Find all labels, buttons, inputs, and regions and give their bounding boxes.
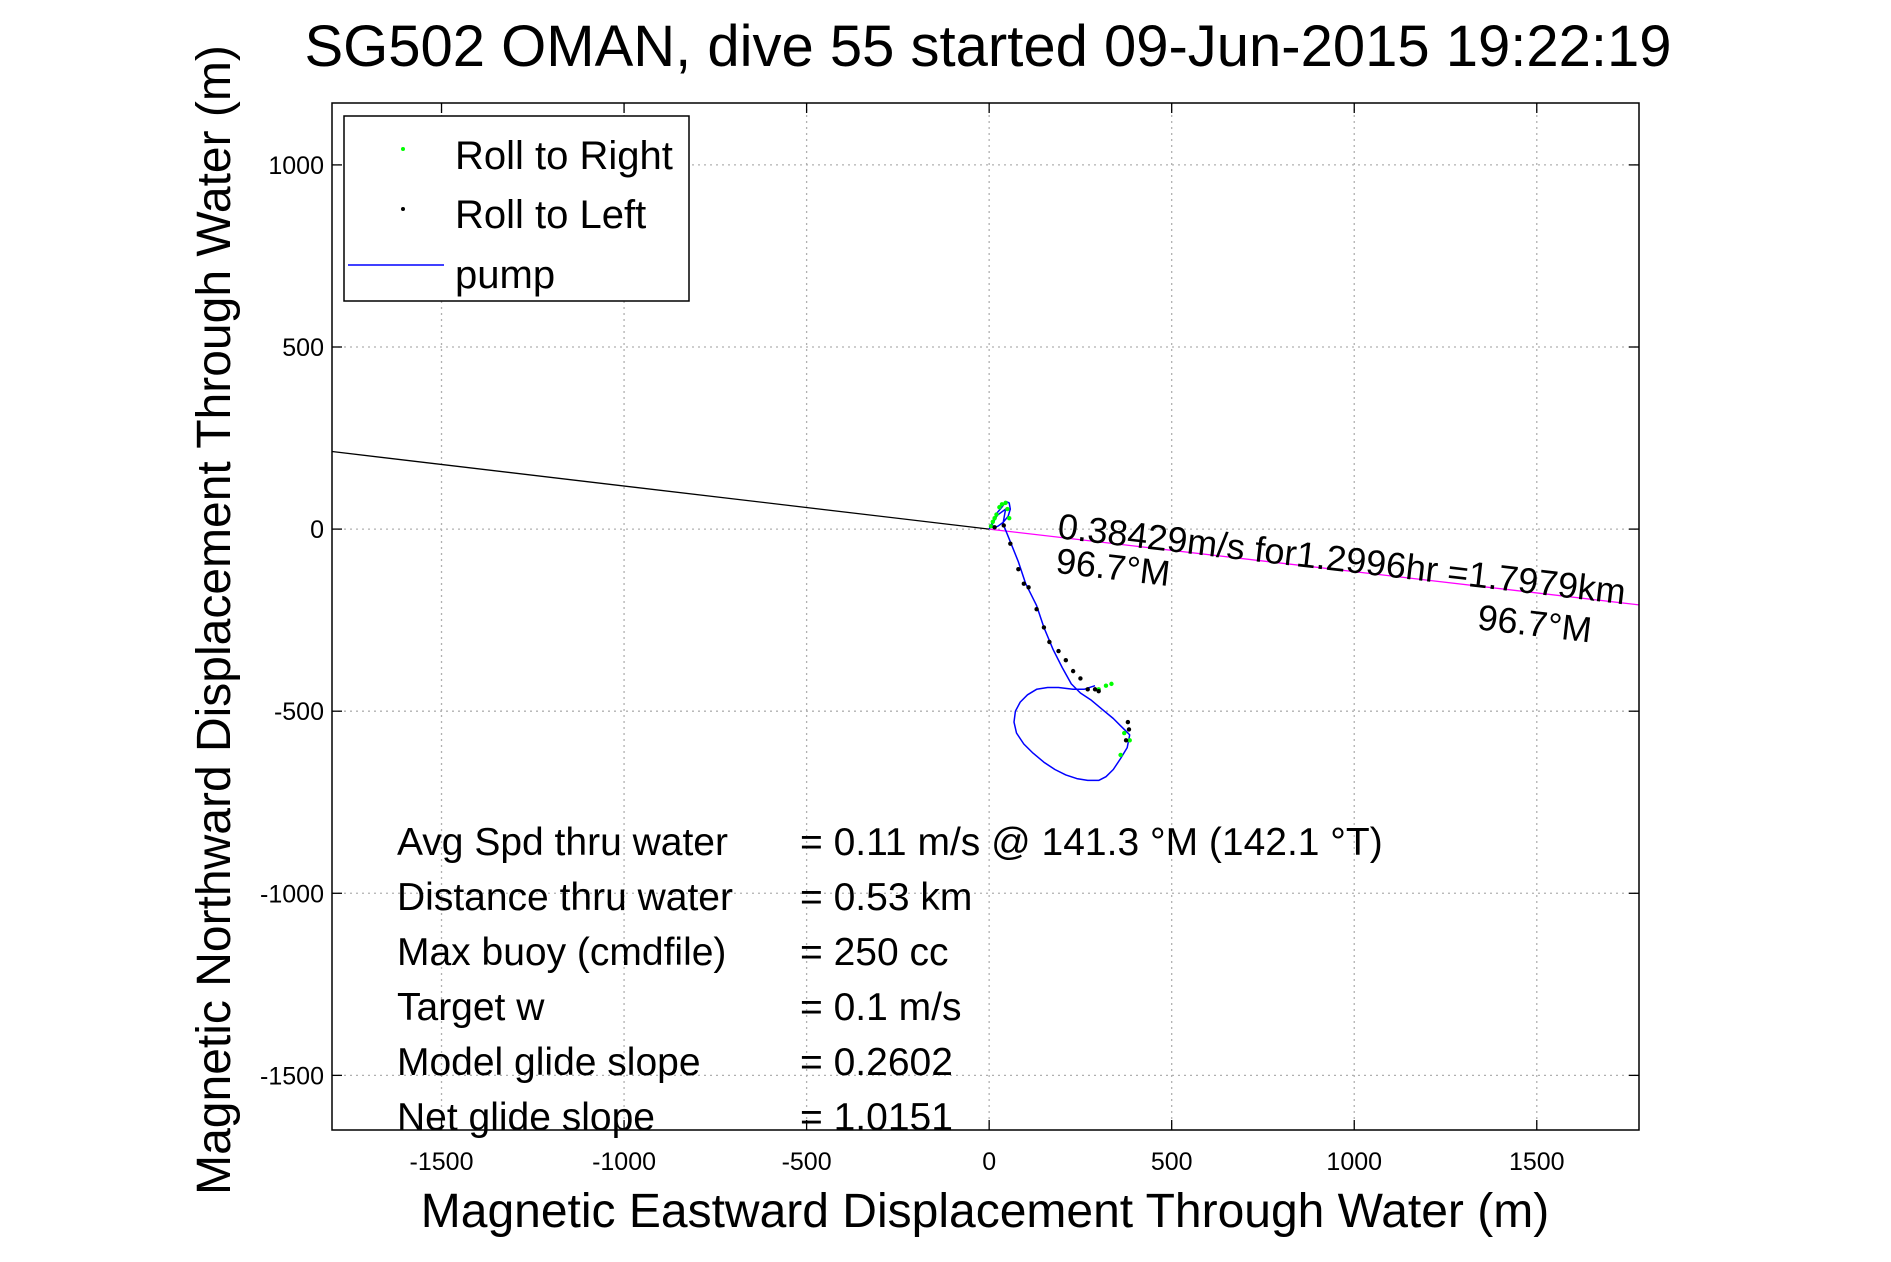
stat-label-target-w: Target w bbox=[397, 986, 545, 1029]
legend: Roll to Right Roll to Left pump bbox=[343, 115, 690, 302]
x-tick-label: -1500 bbox=[410, 1148, 474, 1176]
roll-left-point bbox=[1021, 581, 1027, 586]
roll-right-point bbox=[992, 515, 997, 521]
roll-right-point bbox=[1103, 683, 1109, 688]
roll-right-point bbox=[997, 505, 1002, 510]
y-tick-label: 500 bbox=[282, 334, 324, 362]
roll-left-point bbox=[1092, 687, 1098, 692]
roll-left-point bbox=[1008, 541, 1013, 546]
roll-left-point bbox=[1125, 719, 1131, 725]
roll-left-point bbox=[1063, 658, 1069, 663]
stat-value-target-w: = 0.1 m/s bbox=[800, 986, 961, 1029]
roll-left-point bbox=[1126, 727, 1132, 732]
roll-left-point bbox=[1123, 738, 1129, 743]
roll-right-point bbox=[1003, 500, 1008, 506]
roll-right-point bbox=[1005, 506, 1010, 512]
legend-swatch-roll-right bbox=[401, 147, 405, 151]
axis-ticks: -1500 -1000 -500 0 500 1000 1500 -1500 -1000 -500… bbox=[260, 103, 1639, 1176]
roll-right-point bbox=[990, 519, 996, 525]
stat-value-net-glide: = 1.0151 bbox=[800, 1096, 953, 1139]
stat-value-model-glide: = 0.2602 bbox=[800, 1041, 953, 1084]
roll-left-point bbox=[1070, 668, 1076, 674]
roll-right-point bbox=[1118, 752, 1123, 758]
roll-right-point bbox=[1127, 738, 1132, 743]
stat-value-distance: = 0.53 km bbox=[800, 876, 972, 919]
x-tick-label: -1000 bbox=[592, 1148, 656, 1176]
stat-label-model-glide: Model glide slope bbox=[397, 1041, 701, 1084]
y-axis-label: Magnetic Northward Displacement Through … bbox=[188, 45, 241, 1195]
roll-right-point bbox=[988, 523, 994, 529]
stat-value-max-buoy: = 250 cc bbox=[800, 931, 949, 974]
roll-right-point bbox=[1109, 681, 1114, 687]
y-tick-label: -500 bbox=[274, 698, 324, 726]
series-line-pump bbox=[988, 501, 1131, 782]
roll-left-point bbox=[1041, 625, 1047, 630]
x-axis-label: Magnetic Eastward Displacement Through W… bbox=[421, 1185, 1549, 1238]
y-tick-label: -1000 bbox=[260, 880, 324, 908]
x-tick-label: 1500 bbox=[1509, 1148, 1565, 1176]
plot-marks bbox=[332, 450, 1639, 782]
plot-frame bbox=[331, 102, 1640, 1131]
y-tick-label: 1000 bbox=[268, 152, 324, 180]
chart-title: SG502 OMAN, dive 55 started 09-Jun-2015 … bbox=[304, 14, 1671, 79]
roll-right-point bbox=[1122, 730, 1127, 736]
stat-label-max-buoy: Max buoy (cmdfile) bbox=[397, 931, 726, 974]
y-tick-label: 0 bbox=[310, 516, 324, 544]
roll-right-point bbox=[994, 512, 999, 517]
legend-label-pump: pump bbox=[455, 253, 555, 297]
stat-label-avg-spd: Avg Spd thru water bbox=[397, 821, 728, 864]
x-tick-label: 1000 bbox=[1326, 1148, 1382, 1176]
roll-left-point bbox=[1078, 676, 1083, 681]
drift-vector-line bbox=[989, 528, 1639, 606]
roll-left-point bbox=[1056, 648, 1061, 654]
x-tick-label: -500 bbox=[782, 1148, 832, 1176]
roll-left-point bbox=[1085, 687, 1090, 692]
roll-left-point bbox=[1001, 523, 1006, 528]
x-tick-label: 0 bbox=[982, 1148, 996, 1176]
x-tick-label: 500 bbox=[1151, 1148, 1193, 1176]
legend-label-roll-left: Roll to Left bbox=[455, 193, 646, 237]
y-tick-label: -1500 bbox=[260, 1062, 324, 1090]
roll-left-point bbox=[1034, 607, 1039, 612]
stat-label-distance: Distance thru water bbox=[397, 876, 733, 919]
current-vector-line bbox=[332, 450, 990, 530]
stats-block: Avg Spd thru water = 0.11 m/s @ 141.3 °M… bbox=[397, 821, 1383, 1139]
roll-left-point bbox=[1026, 585, 1031, 590]
roll-right-point bbox=[1007, 515, 1012, 521]
roll-left-point bbox=[1096, 688, 1101, 694]
legend-label-roll-right: Roll to Right bbox=[455, 134, 673, 178]
roll-right-point bbox=[999, 502, 1005, 507]
legend-swatch-roll-left bbox=[401, 207, 405, 211]
roll-left-point bbox=[992, 525, 997, 530]
roll-left-point bbox=[1016, 566, 1021, 572]
stat-value-avg-spd: = 0.11 m/s @ 141.3 °M (142.1 °T) bbox=[800, 821, 1383, 864]
roll-left-point bbox=[1047, 639, 1052, 645]
stat-label-net-glide: Net glide slope bbox=[397, 1096, 655, 1139]
